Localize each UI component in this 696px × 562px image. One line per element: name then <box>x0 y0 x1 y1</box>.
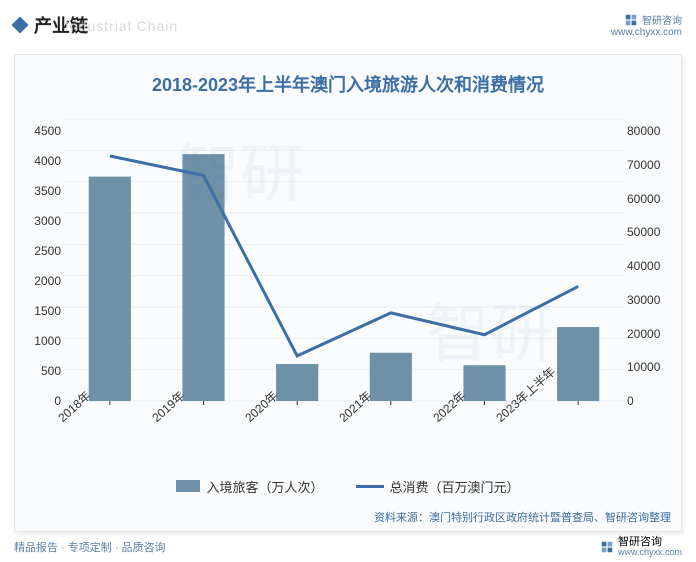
plot-area <box>63 119 625 401</box>
bar-swatch-icon <box>176 480 200 492</box>
axis-tick: 4000 <box>34 155 61 167</box>
legend: 入境旅客（万人次） 总消费（百万澳门元） <box>15 475 681 497</box>
axis-tick: 2500 <box>34 245 61 257</box>
brand-block: 智研咨询 www.chyxx.com <box>611 12 682 38</box>
bar <box>370 353 412 401</box>
brand-logo-icon <box>624 13 638 27</box>
legend-line: 总消费（百万澳门元） <box>356 477 520 496</box>
axis-tick: 2000 <box>34 275 61 287</box>
bar <box>463 365 505 401</box>
axis-tick: 1000 <box>34 335 61 347</box>
source-note: 资料来源：澳门特别行政区政府统计暨普查局、智研咨询整理 <box>374 509 671 525</box>
axis-tick: 30000 <box>627 294 660 306</box>
y-axis-left: 450040003500300025002000150010005000 <box>25 119 61 401</box>
chart-svg <box>63 119 625 401</box>
header-left: 产业链 Industrial Chain <box>14 12 88 38</box>
line-swatch-icon <box>356 485 384 488</box>
x-axis-labels: 2018年2019年2020年2021年2022年2023年上半年 <box>63 403 625 459</box>
footer-logo-icon <box>600 540 614 554</box>
bar <box>276 364 318 401</box>
axis-tick: 70000 <box>627 159 660 171</box>
axis-tick: 20000 <box>627 328 660 340</box>
brand-name: 智研咨询 <box>642 12 682 27</box>
footer: 精品报告 · 专项定制 · 品质咨询 智研咨询 www.chyxx.com <box>14 536 682 558</box>
footer-left: 精品报告 · 专项定制 · 品质咨询 <box>14 539 166 555</box>
axis-tick: 4500 <box>34 125 61 137</box>
axis-tick: 500 <box>41 365 61 377</box>
axis-tick: 1500 <box>34 305 61 317</box>
axis-tick: 40000 <box>627 260 660 272</box>
axis-tick: 0 <box>627 395 634 407</box>
chart-title: 2018-2023年上半年澳门入境旅游人次和消费情况 <box>15 55 681 105</box>
bar <box>182 154 224 401</box>
footer-brand-url: www.chyxx.com <box>618 548 682 558</box>
axis-tick: 3500 <box>34 185 61 197</box>
bar <box>557 327 599 401</box>
bar <box>89 177 131 401</box>
axis-tick: 3000 <box>34 215 61 227</box>
legend-line-label: 总消费（百万澳门元） <box>390 477 520 496</box>
axis-tick: 10000 <box>627 361 660 373</box>
line-series <box>110 156 578 356</box>
brand-url: www.chyxx.com <box>611 27 682 38</box>
ghost-subtitle: Industrial Chain <box>65 18 178 34</box>
legend-bars: 入境旅客（万人次） <box>176 477 323 496</box>
axis-tick: 60000 <box>627 193 660 205</box>
axis-tick: 50000 <box>627 226 660 238</box>
diamond-icon <box>12 17 29 34</box>
chart-card: 2018-2023年上半年澳门入境旅游人次和消费情况 4500 4000 3500 3… <box>14 54 682 532</box>
legend-bar-label: 入境旅客（万人次） <box>206 477 323 496</box>
axis-tick: 80000 <box>627 125 660 137</box>
header: 产业链 Industrial Chain 智研咨询 www.chyxx.com <box>0 0 696 50</box>
footer-brand: 智研咨询 www.chyxx.com <box>600 536 682 558</box>
y-axis-right: 80000 70000 60000 50000 40000 30000 20000 10000… <box>627 119 671 401</box>
axis-tick: 0 <box>54 395 61 407</box>
